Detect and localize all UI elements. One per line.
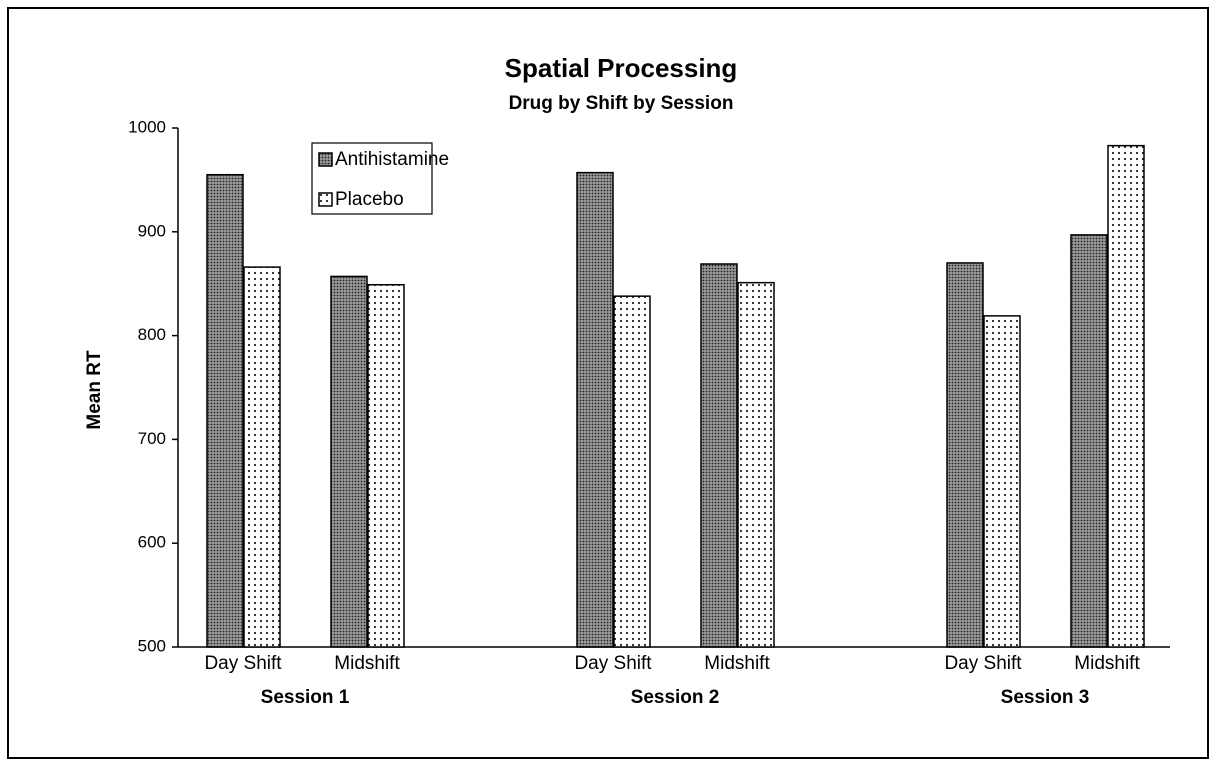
legend-swatch <box>318 192 333 207</box>
bar <box>367 283 405 648</box>
legend-label: Antihistamine <box>335 149 449 170</box>
bar <box>946 262 984 648</box>
y-tick-label: 500 <box>138 636 166 655</box>
x-tick-label: Day Shift <box>944 653 1022 674</box>
group-label: Session 2 <box>631 687 720 708</box>
x-tick-label: Day Shift <box>574 653 652 674</box>
bar <box>206 173 244 648</box>
y-tick-label: 800 <box>138 325 166 344</box>
y-tick-label: 900 <box>138 221 166 240</box>
x-tick-label: Midshift <box>334 653 400 674</box>
chart-frame <box>7 7 1209 759</box>
bar <box>1070 234 1108 648</box>
bar <box>243 266 281 648</box>
x-tick-label: Day Shift <box>204 653 282 674</box>
x-tick-label: Midshift <box>704 653 770 674</box>
bar <box>613 295 651 648</box>
bar <box>576 171 614 648</box>
bar <box>983 315 1021 648</box>
chart-title: Spatial Processing <box>505 53 738 83</box>
y-axis-label: Mean RT <box>84 350 105 430</box>
legend-label: Placebo <box>335 189 404 210</box>
y-tick-label: 600 <box>138 533 166 552</box>
y-tick-label: 700 <box>138 429 166 448</box>
bar <box>737 281 775 648</box>
y-tick-label: 1000 <box>128 117 166 136</box>
bar <box>330 275 368 648</box>
group-label: Session 1 <box>261 687 350 708</box>
x-tick-label: Midshift <box>1074 653 1140 674</box>
bar <box>700 263 738 648</box>
bar <box>1107 144 1145 648</box>
group-label: Session 3 <box>1001 687 1090 708</box>
chart-subtitle: Drug by Shift by Session <box>509 93 734 114</box>
legend-swatch <box>318 152 333 167</box>
